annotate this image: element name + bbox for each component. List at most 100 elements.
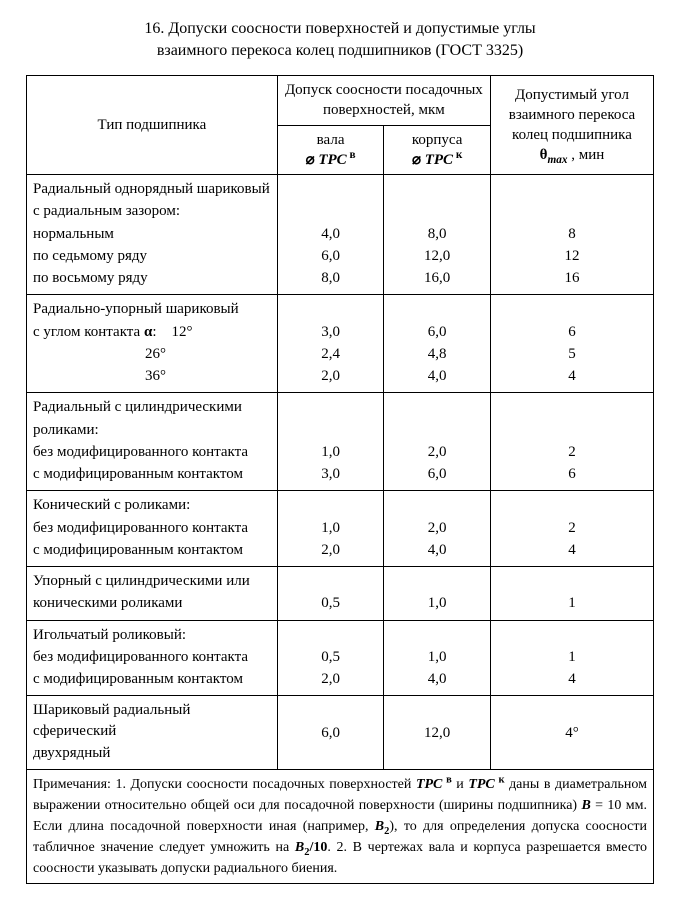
- row7-korpusa: 12,0: [384, 696, 491, 770]
- title-line-2: взаимного перекоса колец подшипников (ГО…: [157, 42, 523, 59]
- r7v1a: 6,0: [284, 723, 378, 743]
- r2v3a: 2,0: [284, 366, 378, 386]
- row5-vala: 0,5: [277, 567, 384, 621]
- row6-type: Игольчатый роликовый: без модифицированн…: [27, 620, 278, 696]
- r2-a2: 26°: [33, 344, 166, 364]
- r7v1b: 12,0: [390, 723, 484, 743]
- r3v1a: 1,0: [284, 442, 378, 462]
- r6v1a: 0,5: [284, 647, 378, 667]
- r3-t2: роликами:: [33, 420, 271, 440]
- r1v2a: 6,0: [284, 246, 378, 266]
- r1-t4: по седьмому ряду: [33, 246, 271, 266]
- r4v1b: 2,0: [390, 518, 484, 538]
- header-angle-text: Допустимый угол взаимного перекоса колец…: [509, 87, 635, 144]
- row5-angle: 1: [490, 567, 653, 621]
- row3-type: Радиальный с цилиндрическими роликами: б…: [27, 393, 278, 491]
- header-type: Тип подшипника: [27, 76, 278, 175]
- table-row: Радиально-упорный шариковый с углом конт…: [27, 295, 654, 393]
- r2-t2a: с углом контакта: [33, 324, 144, 340]
- r3v2b: 6,0: [390, 464, 484, 484]
- r4v1c: 2: [497, 518, 647, 538]
- note-p3it: TPC: [468, 777, 494, 792]
- header-tolerance-span: Допуск соосности посадочных поверхностей…: [277, 76, 490, 126]
- header-vala-label: вала: [317, 132, 345, 148]
- row6-korpusa: 1,0 4,0: [384, 620, 491, 696]
- theta-sub: max: [547, 154, 567, 166]
- r1v2c: 12: [497, 246, 647, 266]
- r2v3c: 4: [497, 366, 647, 386]
- r6-t3: с модифицированным контактом: [33, 669, 271, 689]
- title-line-1: 16. Допуски соосности поверхностей и доп…: [144, 20, 535, 37]
- row2-type: Радиально-упорный шариковый с углом конт…: [27, 295, 278, 393]
- page: 16. Допуски соосности поверхностей и доп…: [0, 0, 680, 908]
- r2v1c: 6: [497, 322, 647, 342]
- notes-row: Примечания: 1. Допуски соосности посадоч…: [27, 770, 654, 884]
- row7-angle: 4°: [490, 696, 653, 770]
- r6v2c: 4: [497, 669, 647, 689]
- row1-type: Радиальный однорядный шариковый с радиал…: [27, 175, 278, 295]
- row1-korpusa: 8,0 12,0 16,0: [384, 175, 491, 295]
- table-row: Игольчатый роликовый: без модифицированн…: [27, 620, 654, 696]
- r1v2b: 12,0: [390, 246, 484, 266]
- r2v1b: 6,0: [390, 322, 484, 342]
- header-korpusa-dia: ⌀: [412, 152, 425, 168]
- r1v1b: 8,0: [390, 224, 484, 244]
- header-vala-sup: в: [347, 149, 356, 161]
- table-title: 16. Допуски соосности поверхностей и доп…: [26, 18, 654, 61]
- row3-angle: 2 6: [490, 393, 653, 491]
- table-row: Радиальный с цилиндрическими роликами: б…: [27, 393, 654, 491]
- table-row: Шариковый радиальный сферический двухряд…: [27, 696, 654, 770]
- row4-type: Конический с роликами: без модифицирован…: [27, 491, 278, 567]
- r2-t2c: :: [152, 324, 156, 340]
- row7-type: Шариковый радиальный сферический двухряд…: [27, 696, 278, 770]
- r4v2b: 4,0: [390, 540, 484, 560]
- r3v1c: 2: [497, 442, 647, 462]
- header-vala-dia: ⌀: [306, 152, 319, 168]
- r6v1b: 1,0: [390, 647, 484, 667]
- r4v2c: 4: [497, 540, 647, 560]
- row1-vala: 4,0 6,0 8,0: [277, 175, 384, 295]
- note-p5it: B: [581, 798, 590, 813]
- header-row-1: Тип подшипника Допуск соосности посадочн…: [27, 76, 654, 126]
- row2-vala: 3,0 2,4 2,0: [277, 295, 384, 393]
- note-p0: Примечания: 1. Допуски соосности посадоч…: [33, 777, 416, 792]
- r5-t1: Упорный с цилиндрическими или: [33, 571, 271, 591]
- r1-t3: нормальным: [33, 224, 271, 244]
- r6v2a: 2,0: [284, 669, 378, 689]
- r5v1c: 1: [497, 593, 647, 613]
- note-p7it: B: [375, 819, 384, 834]
- header-vala-tpc: TPC: [318, 152, 346, 168]
- r2v2b: 4,8: [390, 344, 484, 364]
- header-korpusa-label: корпуса: [412, 132, 463, 148]
- note-p1sup: в: [442, 775, 451, 786]
- r1-t2: с радиальным зазором:: [33, 201, 271, 221]
- note-p1it: TPC: [416, 777, 442, 792]
- r3v1b: 2,0: [390, 442, 484, 462]
- table-row: Радиальный однорядный шариковый с радиал…: [27, 175, 654, 295]
- r1v3c: 16: [497, 268, 647, 288]
- r2-a1: 12°: [171, 324, 192, 340]
- notes-cell: Примечания: 1. Допуски соосности посадоч…: [27, 770, 654, 884]
- row2-angle: 6 5 4: [490, 295, 653, 393]
- r3-t4: с модифицированным контактом: [33, 464, 271, 484]
- row6-vala: 0,5 2,0: [277, 620, 384, 696]
- r6-t2: без модифицированного контакта: [33, 647, 271, 667]
- note-p10: /10: [309, 840, 327, 855]
- note-p9it: B: [295, 840, 304, 855]
- note-p3sup: к: [495, 775, 505, 786]
- row5-type: Упорный с цилиндрическими или коническим…: [27, 567, 278, 621]
- r2v1a: 3,0: [284, 322, 378, 342]
- row3-vala: 1,0 3,0: [277, 393, 384, 491]
- r1v1c: 8: [497, 224, 647, 244]
- r2v2a: 2,4: [284, 344, 378, 364]
- r4v1a: 1,0: [284, 518, 378, 538]
- r1v1a: 4,0: [284, 224, 378, 244]
- r2v3b: 4,0: [390, 366, 484, 386]
- r2-a3: 36°: [33, 366, 166, 386]
- r7-t1: Шариковый радиальный сферический: [33, 700, 271, 741]
- row4-korpusa: 2,0 4,0: [384, 491, 491, 567]
- r1v3b: 16,0: [390, 268, 484, 288]
- r2v2c: 5: [497, 344, 647, 364]
- table-row: Упорный с цилиндрическими или коническим…: [27, 567, 654, 621]
- row4-angle: 2 4: [490, 491, 653, 567]
